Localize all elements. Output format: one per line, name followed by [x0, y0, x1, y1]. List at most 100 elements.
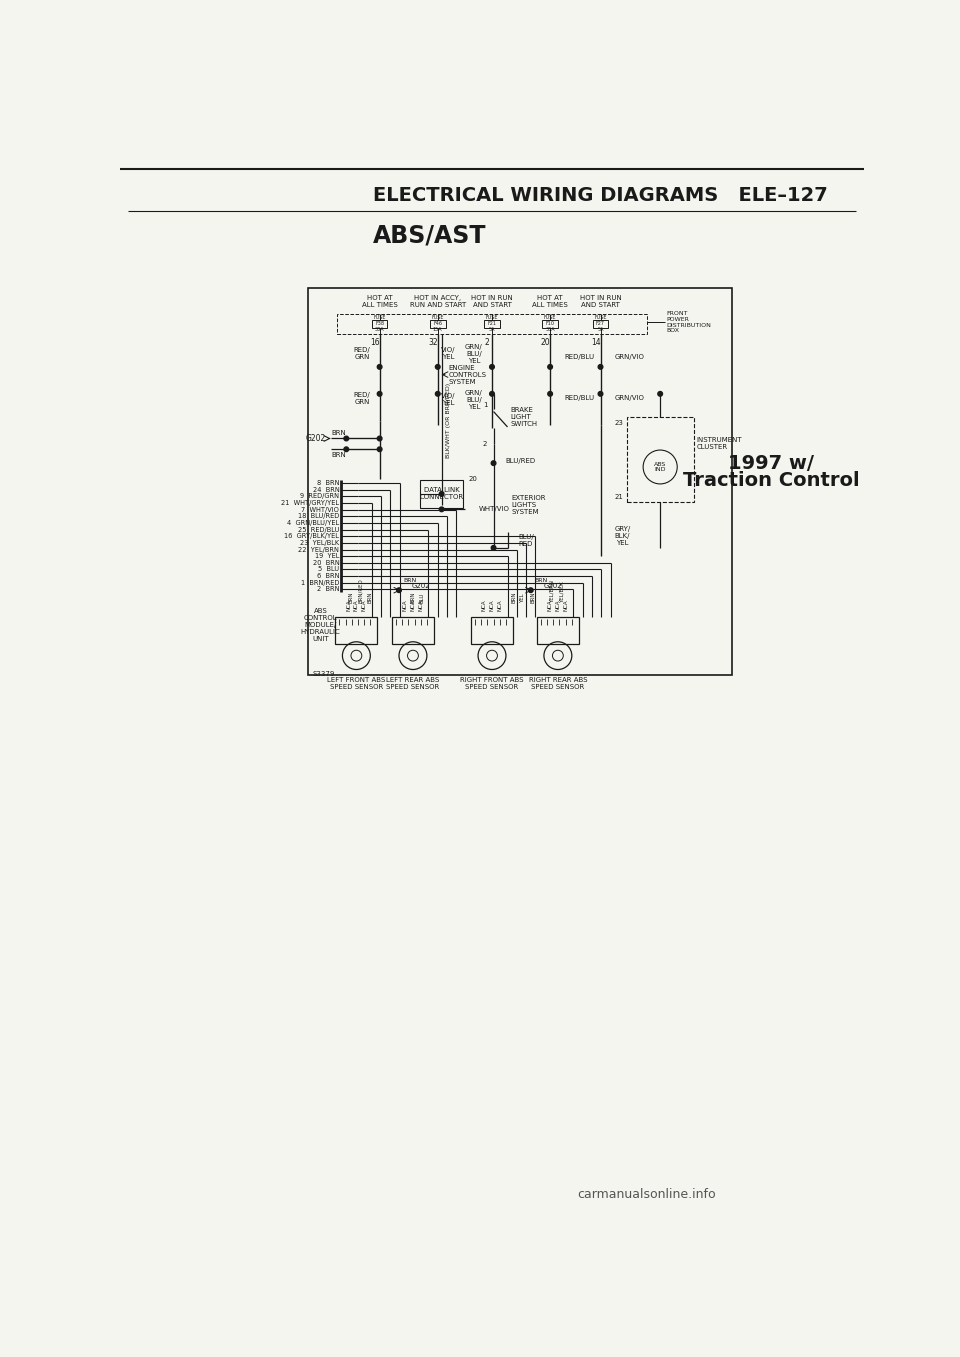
- Text: 1  BRN/RED: 1 BRN/RED: [300, 579, 339, 586]
- Text: 8  BRN: 8 BRN: [317, 480, 339, 486]
- Circle shape: [436, 365, 440, 369]
- Circle shape: [598, 365, 603, 369]
- Text: RED/
GRN: RED/ GRN: [353, 392, 371, 404]
- Text: 19  YEL: 19 YEL: [315, 554, 339, 559]
- Circle shape: [598, 392, 603, 396]
- Bar: [592, 320, 609, 327]
- Text: ABS
IND: ABS IND: [654, 461, 666, 472]
- Text: G202: G202: [412, 582, 430, 589]
- Bar: [392, 617, 434, 645]
- Text: 21  WHT/GRY/YEL: 21 WHT/GRY/YEL: [281, 501, 339, 506]
- Text: 20: 20: [540, 338, 550, 347]
- Text: 2  BRN: 2 BRN: [317, 586, 339, 593]
- Text: 5  BLU: 5 BLU: [318, 566, 339, 573]
- Text: BRN: BRN: [403, 578, 416, 582]
- Text: BRN: BRN: [531, 592, 536, 604]
- Text: 6  BRN: 6 BRN: [317, 573, 339, 579]
- Text: 14: 14: [591, 338, 601, 347]
- Text: YEL: YEL: [520, 593, 525, 604]
- Text: NCA: NCA: [362, 600, 367, 612]
- Text: BLU/
RED: BLU/ RED: [518, 533, 534, 547]
- Text: 2: 2: [483, 441, 488, 446]
- Text: BRN: BRN: [331, 452, 346, 457]
- Text: 23: 23: [614, 421, 624, 426]
- Text: 9  RED/GRN: 9 RED/GRN: [300, 494, 339, 499]
- Text: 4  GRN/BLU/YEL: 4 GRN/BLU/YEL: [287, 520, 339, 527]
- Text: BRN: BRN: [535, 578, 548, 582]
- Bar: [420, 480, 464, 508]
- Text: BRN: BRN: [348, 592, 353, 604]
- Text: BRN: BRN: [411, 592, 416, 604]
- Text: FUSE
F10
30A: FUSE F10 30A: [544, 315, 557, 332]
- Text: FUSE
F27
5A: FUSE F27 5A: [594, 315, 607, 332]
- Text: ENGINE
CONTROLS
SYSTEM: ENGINE CONTROLS SYSTEM: [448, 365, 487, 384]
- Bar: [335, 617, 377, 645]
- Text: 1997 w/: 1997 w/: [728, 453, 814, 472]
- Circle shape: [377, 365, 382, 369]
- Bar: [337, 313, 647, 334]
- Text: HOT AT
ALL TIMES: HOT AT ALL TIMES: [362, 294, 397, 308]
- Text: carmanualsonline.info: carmanualsonline.info: [578, 1189, 716, 1201]
- Text: FUSE
F21
5A: FUSE F21 5A: [486, 315, 498, 332]
- Text: ABS
CONTROL
MODULE/
HYDRAULIC
UNIT: ABS CONTROL MODULE/ HYDRAULIC UNIT: [300, 608, 341, 642]
- Circle shape: [492, 461, 496, 465]
- Text: BRAKE
LIGHT
SWITCH: BRAKE LIGHT SWITCH: [511, 407, 538, 427]
- Text: 16  GRY/BLK/YEL: 16 GRY/BLK/YEL: [284, 533, 339, 539]
- Circle shape: [528, 588, 533, 593]
- Text: G202: G202: [306, 434, 326, 442]
- Text: NCA: NCA: [556, 600, 561, 612]
- Text: FRONT
POWER
DISTRIBUTION
BOX: FRONT POWER DISTRIBUTION BOX: [666, 311, 711, 334]
- Circle shape: [344, 436, 348, 441]
- Circle shape: [548, 365, 552, 369]
- Text: LEFT REAR ABS
SPEED SENSOR: LEFT REAR ABS SPEED SENSOR: [386, 677, 440, 691]
- Text: NCA: NCA: [490, 600, 494, 612]
- Text: RED/BLU: RED/BLU: [564, 395, 594, 400]
- Text: INSTRUMENT
CLUSTER: INSTRUMENT CLUSTER: [697, 437, 742, 451]
- Text: BRN: BRN: [368, 592, 372, 604]
- Text: 22  YEL/BRN: 22 YEL/BRN: [299, 547, 339, 552]
- Text: 24  BRN: 24 BRN: [313, 487, 339, 493]
- Text: RIGHT FRONT ABS
SPEED SENSOR: RIGHT FRONT ABS SPEED SENSOR: [460, 677, 524, 691]
- Circle shape: [440, 491, 444, 497]
- Text: BLK/WHT (OR BRN/RED): BLK/WHT (OR BRN/RED): [446, 383, 451, 459]
- Text: YEL/BRN: YEL/BRN: [550, 581, 555, 604]
- Circle shape: [492, 546, 496, 550]
- Text: 2: 2: [485, 338, 490, 347]
- Text: G202: G202: [543, 582, 562, 589]
- Bar: [308, 288, 732, 674]
- Text: 21: 21: [614, 494, 624, 499]
- Text: FUSE
F38
30A: FUSE F38 30A: [373, 315, 386, 332]
- Text: YEL/BLK: YEL/BLK: [560, 582, 564, 604]
- Text: ELECTRICAL WIRING DIAGRAMS   ELE–127: ELECTRICAL WIRING DIAGRAMS ELE–127: [373, 186, 828, 205]
- Text: BRN: BRN: [512, 592, 516, 604]
- Bar: [542, 320, 558, 327]
- Text: 23  YEL/BLK: 23 YEL/BLK: [300, 540, 339, 546]
- Text: NCA: NCA: [482, 600, 487, 612]
- Text: 1: 1: [483, 403, 488, 408]
- Bar: [537, 617, 579, 645]
- Bar: [372, 320, 388, 327]
- Bar: [484, 320, 500, 327]
- Circle shape: [396, 588, 401, 593]
- Text: NCA: NCA: [564, 600, 568, 612]
- Text: NCA: NCA: [547, 600, 553, 612]
- Text: VIO/
YEL: VIO/ YEL: [441, 394, 455, 407]
- Text: 7  WHT/VIO: 7 WHT/VIO: [301, 506, 339, 513]
- Text: 20: 20: [468, 475, 478, 482]
- Text: NCA: NCA: [354, 600, 359, 612]
- Circle shape: [344, 446, 348, 452]
- Text: 18  BLU/RED: 18 BLU/RED: [298, 513, 339, 520]
- Text: 20  BRN: 20 BRN: [313, 560, 339, 566]
- Text: 25  RED/BLU: 25 RED/BLU: [298, 527, 339, 533]
- Text: GRN/
BLU/
YEL: GRN/ BLU/ YEL: [465, 343, 483, 364]
- Text: GRN/
BLU/
YEL: GRN/ BLU/ YEL: [465, 389, 483, 410]
- Circle shape: [658, 392, 662, 396]
- Text: NCA: NCA: [347, 600, 351, 612]
- Text: NCA: NCA: [402, 600, 408, 612]
- Text: S3379: S3379: [312, 672, 335, 677]
- Text: NCA: NCA: [419, 600, 423, 612]
- Text: BLU: BLU: [420, 593, 424, 604]
- Circle shape: [436, 392, 440, 396]
- Text: WHT/VIO: WHT/VIO: [479, 506, 510, 513]
- Text: HOT IN RUN
AND START: HOT IN RUN AND START: [471, 294, 513, 308]
